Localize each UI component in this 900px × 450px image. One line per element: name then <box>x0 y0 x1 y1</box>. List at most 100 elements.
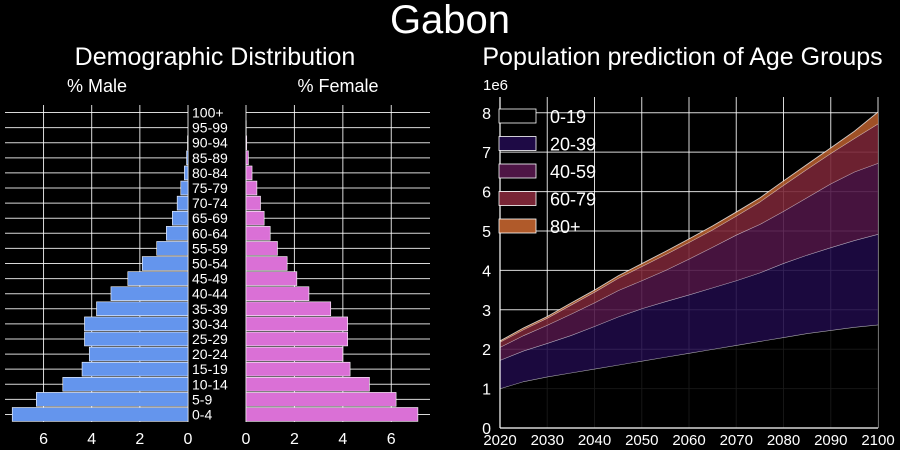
figure-title: Gabon <box>389 0 511 42</box>
y-scale-label: 1e6 <box>483 77 508 94</box>
female-bar <box>245 226 271 241</box>
x-tick-label: 2100 <box>861 432 894 449</box>
male-bar <box>88 346 189 362</box>
female-bar <box>245 135 248 150</box>
age-group-label: 60-64 <box>192 225 228 241</box>
legend-label: 60-79 <box>550 190 596 210</box>
legend-swatch-60-79 <box>498 191 537 206</box>
x-tick-label: 2080 <box>767 432 800 449</box>
female-bar <box>245 377 370 392</box>
age-group-label: 55-59 <box>192 240 228 256</box>
male-bar <box>62 377 189 392</box>
age-group-label: 75-79 <box>192 180 228 196</box>
area-chart-title: Population prediction of Age Groups <box>482 43 883 71</box>
x-tick-label: 2020 <box>483 432 516 449</box>
female-tick-label: 0 <box>242 431 251 448</box>
male-bar <box>110 286 189 301</box>
age-group-label: 30-34 <box>192 316 228 332</box>
male-tick-label: 0 <box>184 431 193 448</box>
female-bar <box>245 407 419 422</box>
age-group-label: 90-94 <box>192 135 228 151</box>
male-bar <box>84 316 189 332</box>
female-axis-label: % Female <box>297 76 378 96</box>
female-bar <box>245 256 288 271</box>
age-group-label: 65-69 <box>192 210 228 226</box>
y-tick-label: 6 <box>482 185 491 202</box>
x-tick-label: 2030 <box>531 432 564 449</box>
age-group-label: 95-99 <box>192 120 228 136</box>
male-bar <box>184 165 189 181</box>
female-tick-label: 6 <box>387 431 396 448</box>
male-bar <box>156 241 189 256</box>
age-group-label: 80-84 <box>192 165 228 181</box>
male-bar <box>141 256 189 271</box>
female-tick-label: 2 <box>290 431 299 448</box>
female-bar <box>245 331 348 347</box>
area-series-edge <box>499 111 879 342</box>
legend-swatch-40-59 <box>498 163 537 179</box>
pyramid-title: Demographic Distribution <box>74 43 356 71</box>
male-bar <box>96 301 189 317</box>
x-tick-label: 2040 <box>578 432 611 449</box>
female-bar <box>245 195 261 211</box>
male-bar <box>84 331 189 347</box>
area-series-40-59 <box>500 163 878 361</box>
y-tick-label: 4 <box>482 263 491 280</box>
y-tick-label: 7 <box>482 145 491 162</box>
y-tick-label: 5 <box>482 224 491 241</box>
legend-label: 40-59 <box>550 162 596 182</box>
female-bar <box>245 165 253 181</box>
age-group-label: 100+ <box>192 105 224 121</box>
male-bar <box>186 150 189 166</box>
male-axis-label: % Male <box>67 76 127 96</box>
y-tick-label: 1 <box>482 382 491 399</box>
male-bar <box>176 195 189 211</box>
age-group-label: 45-49 <box>192 271 228 287</box>
male-bar <box>127 271 189 286</box>
male-bar <box>172 210 189 226</box>
age-group-label: 0-4 <box>192 406 212 422</box>
age-group-label: 10-14 <box>192 376 228 392</box>
age-group-label: 15-19 <box>192 361 228 377</box>
legend-swatch-20-39 <box>498 136 537 151</box>
population-pyramid-chart: % Male % Female 0-45-910-1415-1920-2425-29… <box>5 76 430 448</box>
population-area-chart: 0 1 2 3 4 5 6 7 8 2020 2030 2040 2050 2060 2070 2080 209… <box>482 77 895 449</box>
female-bar <box>245 241 278 256</box>
female-bar <box>245 286 310 301</box>
male-bar <box>36 392 189 407</box>
area-series-0-19 <box>500 324 878 428</box>
female-bar <box>245 316 348 332</box>
y-tick-label: 2 <box>482 342 491 359</box>
age-group-label: 20-24 <box>192 346 228 362</box>
male-bar <box>180 180 189 196</box>
male-bar <box>166 226 189 241</box>
x-tick-label: 2090 <box>814 432 847 449</box>
legend-label: 80+ <box>550 217 581 237</box>
female-bar <box>245 180 258 196</box>
age-group-label: 35-39 <box>192 301 228 317</box>
male-tick-label: 6 <box>39 431 48 448</box>
female-tick-label: 4 <box>338 431 347 448</box>
y-tick-label: 0 <box>482 421 491 438</box>
female-bar <box>245 150 249 166</box>
y-tick-label: 8 <box>482 106 491 123</box>
male-bar <box>11 407 189 422</box>
age-group-label: 40-44 <box>192 286 228 302</box>
area-series-20-39 <box>500 234 878 389</box>
age-group-label: 25-29 <box>192 331 228 347</box>
female-bar <box>245 271 298 286</box>
female-bar <box>245 361 351 377</box>
female-bar <box>245 392 397 407</box>
male-bar <box>81 361 189 377</box>
age-group-label: 5-9 <box>192 391 212 407</box>
legend-swatch-0-19 <box>498 108 537 124</box>
x-tick-label: 2060 <box>672 432 705 449</box>
legend-swatch-80+ <box>498 218 537 234</box>
x-tick-label: 2050 <box>625 432 658 449</box>
legend-label: 0-19 <box>550 107 586 127</box>
female-bar <box>245 210 265 226</box>
age-group-label: 85-89 <box>192 150 228 166</box>
male-tick-label: 2 <box>135 431 144 448</box>
area-series-60-79 <box>500 123 878 348</box>
age-group-label: 50-54 <box>192 256 228 272</box>
